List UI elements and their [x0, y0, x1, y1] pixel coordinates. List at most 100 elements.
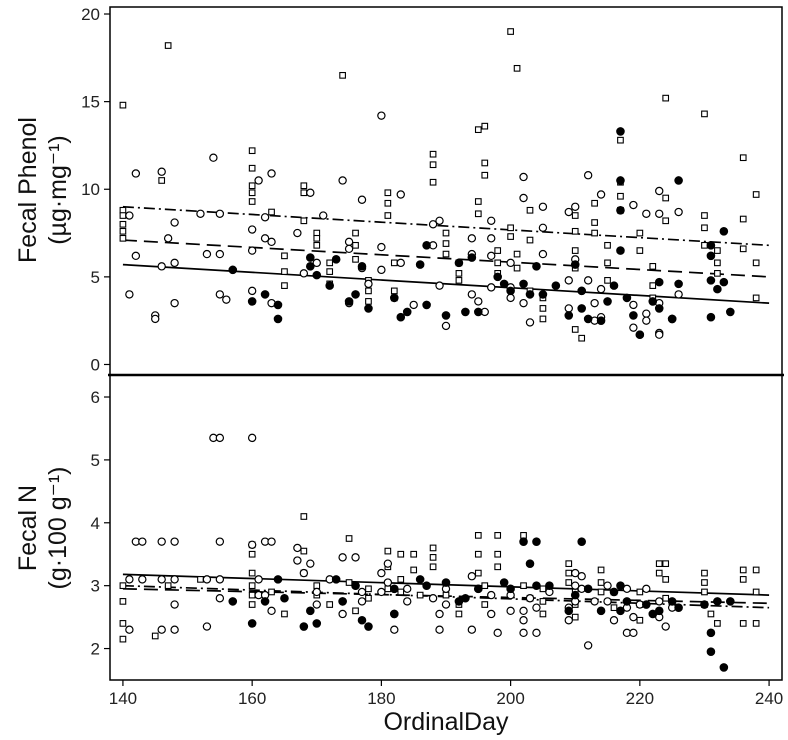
- x-tick-label: 240: [755, 689, 783, 708]
- point-open-square: [429, 544, 437, 552]
- point-open-circle: [357, 195, 367, 204]
- point-open-circle: [215, 594, 225, 603]
- point-open-square: [352, 241, 359, 249]
- point-open-square: [442, 250, 450, 258]
- point-filled-circle: [609, 587, 619, 597]
- point-open-circle: [125, 575, 134, 584]
- point-open-circle: [338, 176, 347, 185]
- point-open-circle: [519, 628, 528, 638]
- point-open-circle: [629, 200, 638, 210]
- point-open-square: [739, 215, 747, 223]
- point-open-square: [707, 610, 715, 618]
- point-filled-circle: [629, 311, 638, 320]
- point-open-circle: [441, 600, 451, 609]
- point-filled-circle: [331, 575, 341, 584]
- point-open-square: [300, 182, 308, 190]
- point-open-square: [248, 189, 256, 197]
- point-open-square: [268, 208, 275, 216]
- point-filled-circle: [616, 581, 625, 590]
- point-open-square: [701, 579, 708, 586]
- point-filled-circle: [299, 622, 309, 631]
- point-open-square: [365, 298, 372, 305]
- point-filled-circle: [525, 559, 535, 568]
- point-open-square: [474, 210, 482, 218]
- point-open-circle: [506, 293, 515, 303]
- point-open-circle: [428, 220, 438, 229]
- point-open-square: [752, 259, 760, 267]
- point-open-circle: [247, 286, 257, 296]
- point-open-square: [352, 255, 359, 263]
- point-filled-circle: [674, 603, 683, 612]
- point-open-square: [345, 535, 353, 542]
- point-open-square: [539, 305, 547, 312]
- point-filled-circle: [338, 597, 347, 606]
- point-open-square: [662, 94, 670, 102]
- point-open-circle: [338, 609, 347, 619]
- point-open-square: [119, 220, 127, 228]
- point-open-square: [591, 199, 598, 207]
- point-filled-circle: [474, 584, 483, 594]
- point-filled-circle: [706, 628, 716, 638]
- point-filled-circle: [260, 597, 270, 606]
- point-filled-circle: [713, 284, 722, 294]
- point-open-square: [455, 270, 463, 277]
- point-filled-circle: [228, 597, 238, 606]
- point-open-circle: [125, 290, 134, 299]
- point-open-square: [313, 234, 321, 242]
- point-open-square: [339, 71, 346, 79]
- point-open-square: [520, 582, 527, 590]
- top-plot-frame: [109, 6, 783, 376]
- point-open-square: [597, 579, 605, 586]
- point-open-circle: [293, 543, 302, 553]
- point-open-square: [281, 268, 288, 275]
- point-filled-circle: [519, 279, 528, 289]
- point-open-circle: [583, 276, 593, 285]
- point-open-circle: [467, 234, 477, 243]
- point-open-square: [384, 585, 392, 593]
- point-open-square: [281, 282, 288, 289]
- point-open-square: [714, 270, 721, 277]
- point-open-square: [390, 259, 398, 267]
- point-open-square: [397, 576, 405, 583]
- point-open-circle: [642, 316, 651, 325]
- point-open-circle: [532, 603, 541, 612]
- point-open-square: [578, 334, 586, 342]
- point-open-circle: [609, 616, 619, 625]
- point-open-square: [701, 588, 708, 596]
- point-open-square: [384, 547, 392, 555]
- point-open-square: [248, 147, 256, 155]
- point-open-circle: [571, 581, 580, 590]
- point-open-circle: [403, 584, 412, 594]
- point-open-circle: [519, 172, 528, 182]
- point-open-square: [384, 189, 392, 197]
- point-open-circle: [564, 207, 573, 217]
- point-open-circle: [655, 597, 664, 606]
- point-open-circle: [564, 616, 573, 625]
- point-open-square: [571, 247, 579, 254]
- point-filled-circle: [726, 307, 735, 317]
- top-y-axis-title: Fecal Phenol: [14, 117, 42, 263]
- point-open-square: [752, 620, 760, 627]
- point-open-circle: [202, 575, 212, 584]
- bottom-data-points: [119, 433, 760, 672]
- point-open-circle: [487, 234, 496, 243]
- point-open-square: [481, 582, 489, 590]
- point-filled-circle: [260, 290, 270, 299]
- point-filled-circle: [331, 255, 341, 264]
- point-open-circle: [377, 111, 386, 120]
- point-open-square: [119, 598, 127, 605]
- top-y-axis-units: (µg·mg⁻¹): [44, 135, 72, 245]
- point-filled-circle: [506, 286, 515, 296]
- point-open-circle: [629, 612, 638, 622]
- point-open-circle: [519, 193, 528, 203]
- point-open-circle: [254, 176, 263, 185]
- y-tick-label: 5: [91, 268, 100, 287]
- point-filled-circle: [493, 272, 502, 282]
- point-filled-circle: [454, 258, 464, 268]
- point-open-square: [571, 212, 579, 219]
- point-open-circle: [538, 223, 548, 232]
- point-open-square: [248, 582, 256, 590]
- point-filled-circle: [726, 597, 735, 606]
- point-open-square: [248, 591, 256, 599]
- point-open-circle: [299, 568, 309, 578]
